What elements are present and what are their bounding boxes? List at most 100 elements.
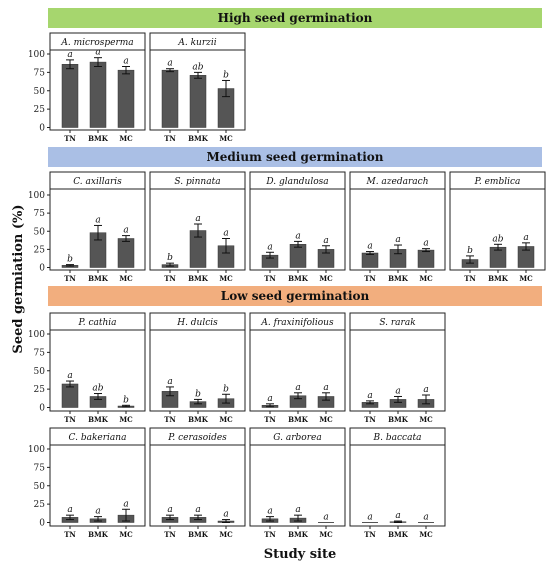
significance-letter: a bbox=[395, 386, 400, 396]
x-tick-label: TN bbox=[164, 134, 176, 143]
x-tick-label: BMK bbox=[88, 415, 109, 424]
bar bbox=[117, 69, 135, 128]
significance-letter: a bbox=[523, 233, 528, 243]
panel-title: D. glandulosa bbox=[265, 177, 328, 187]
panel-title: M. azedarach bbox=[365, 177, 428, 187]
y-tick-label: 0 bbox=[39, 404, 45, 414]
significance-letter: a bbox=[267, 394, 272, 404]
panel-title: P. emblica bbox=[474, 177, 521, 187]
y-tick-label: 75 bbox=[34, 209, 46, 219]
x-tick-label: MC bbox=[219, 415, 233, 424]
significance-letter: b bbox=[223, 384, 229, 394]
band-title-1: Medium seed germination bbox=[207, 150, 384, 164]
y-tick-label: 50 bbox=[34, 87, 46, 97]
significance-letter: a bbox=[367, 391, 372, 401]
x-tick-label: TN bbox=[164, 415, 176, 424]
bar bbox=[289, 244, 307, 268]
significance-letter: a bbox=[395, 235, 400, 245]
significance-letter: b bbox=[123, 395, 129, 405]
x-tick-label: BMK bbox=[388, 530, 409, 539]
x-tick-label: MC bbox=[119, 530, 133, 539]
x-tick-label: TN bbox=[364, 274, 376, 283]
panel-grid: A. microsperma 0 25 50 75 100 a TN a BMK a MC A. kur… bbox=[28, 32, 546, 539]
y-tick-label: 75 bbox=[34, 348, 46, 358]
x-tick-label: MC bbox=[219, 530, 233, 539]
y-tick-label: 25 bbox=[34, 245, 46, 255]
x-tick-label: MC bbox=[219, 274, 233, 283]
panel-m-azedarach: M. azedarach a TN a BMK a MC bbox=[349, 171, 446, 283]
significance-letter: a bbox=[323, 383, 328, 393]
x-tick-label: MC bbox=[319, 415, 333, 424]
panel-h-dulcis: H. dulcis a TN b BMK b MC bbox=[149, 312, 246, 424]
y-tick-label: 50 bbox=[34, 482, 46, 492]
bar bbox=[117, 238, 135, 268]
y-tick-label: 25 bbox=[34, 105, 46, 115]
panel-g-arborea: G. arborea a TN a BMK a MC bbox=[249, 427, 346, 539]
significance-letter: a bbox=[267, 242, 272, 252]
x-tick-label: TN bbox=[364, 530, 376, 539]
x-tick-label: BMK bbox=[88, 530, 109, 539]
significance-letter: b bbox=[467, 246, 473, 256]
significance-letter: a bbox=[395, 511, 400, 521]
y-tick-label: 0 bbox=[39, 264, 45, 274]
significance-letter: a bbox=[367, 242, 372, 252]
panel-p-cerasoides: P. cerasoides a TN a BMK a MC bbox=[149, 427, 246, 539]
panel-c-bakeriana: C. bakeriana 0 25 50 75 100 a TN a BMK a MC bbox=[28, 427, 146, 539]
significance-letter: a bbox=[323, 513, 328, 523]
x-tick-label: MC bbox=[419, 274, 433, 283]
panel-s-rarak: S. rarak a TN a BMK a MC bbox=[349, 312, 446, 424]
significance-letter: a bbox=[423, 385, 428, 395]
x-tick-label: MC bbox=[319, 530, 333, 539]
y-tick-label: 100 bbox=[28, 445, 45, 455]
bar bbox=[417, 249, 435, 268]
x-tick-label: TN bbox=[364, 415, 376, 424]
significance-letter: a bbox=[123, 56, 128, 66]
significance-letter: a bbox=[423, 239, 428, 249]
x-tick-label: TN bbox=[264, 530, 276, 539]
y-tick-label: 50 bbox=[34, 367, 46, 377]
significance-letter: a bbox=[67, 505, 72, 515]
x-tick-label: BMK bbox=[188, 530, 209, 539]
bar bbox=[61, 383, 79, 408]
panel-title: A. microsperma bbox=[60, 38, 133, 48]
x-tick-label: BMK bbox=[288, 530, 309, 539]
x-tick-label: BMK bbox=[488, 274, 509, 283]
panel-a-microsperma: A. microsperma 0 25 50 75 100 a TN a BMK a MC bbox=[28, 32, 146, 143]
panel-frame bbox=[249, 444, 346, 527]
panel-title: C. bakeriana bbox=[69, 433, 127, 443]
x-tick-label: BMK bbox=[388, 415, 409, 424]
panel-frame bbox=[349, 444, 446, 527]
significance-letter: b bbox=[195, 389, 201, 399]
x-tick-label: TN bbox=[264, 415, 276, 424]
bar bbox=[161, 69, 179, 128]
significance-letter: a bbox=[223, 229, 228, 239]
x-tick-label: TN bbox=[64, 415, 76, 424]
panel-title: P. cathia bbox=[77, 318, 116, 328]
significance-letter: a bbox=[123, 499, 128, 509]
significance-letter: a bbox=[295, 505, 300, 515]
significance-letter: a bbox=[95, 507, 100, 517]
significance-letter: a bbox=[295, 383, 300, 393]
panel-a-kurzii: A. kurzii a TN ab BMK b MC bbox=[149, 32, 246, 143]
x-tick-label: BMK bbox=[188, 415, 209, 424]
x-tick-label: BMK bbox=[188, 134, 209, 143]
y-tick-label: 0 bbox=[39, 124, 45, 134]
band-title-2: Low seed germination bbox=[221, 289, 370, 303]
significance-letter: ab bbox=[492, 234, 503, 244]
significance-letter: a bbox=[295, 231, 300, 241]
band-title-0: High seed germination bbox=[218, 11, 373, 25]
y-tick-label: 75 bbox=[34, 68, 46, 78]
panel-p-cathia: P. cathia 0 25 50 75 100 a TN ab BMK b MC bbox=[28, 312, 146, 424]
panel-title: H. dulcis bbox=[176, 318, 218, 328]
x-tick-label: TN bbox=[464, 274, 476, 283]
band-header-0 bbox=[48, 8, 542, 28]
x-tick-label: BMK bbox=[288, 415, 309, 424]
x-tick-label: MC bbox=[119, 415, 133, 424]
significance-letter: a bbox=[323, 236, 328, 246]
panel-title: S. pinnata bbox=[174, 177, 220, 187]
x-tick-label: TN bbox=[264, 274, 276, 283]
y-axis-title: Seed germiation (%) bbox=[11, 204, 26, 353]
significance-letter: a bbox=[223, 510, 228, 520]
x-tick-label: TN bbox=[64, 134, 76, 143]
